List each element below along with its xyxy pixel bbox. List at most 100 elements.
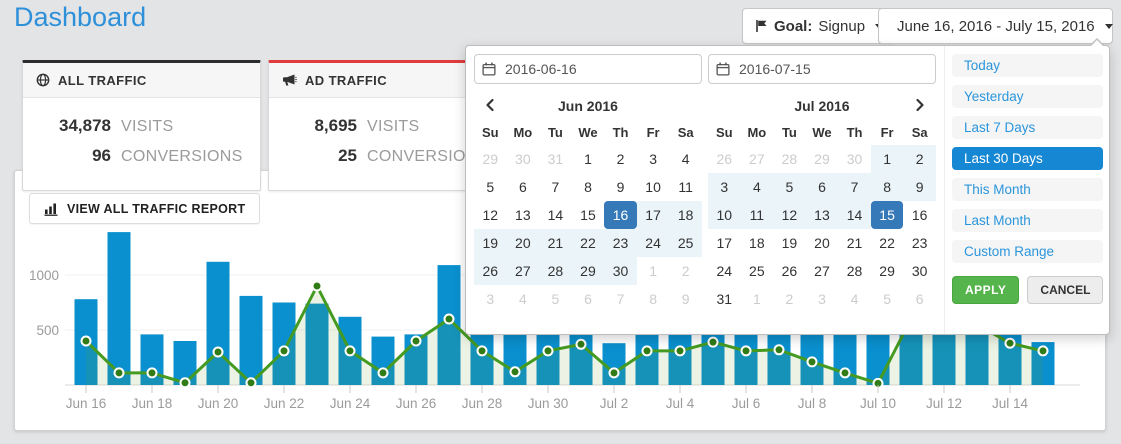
calendar-day[interactable]: 16 — [604, 201, 637, 229]
calendar-day[interactable]: 7 — [551, 179, 560, 195]
calendar-day[interactable]: 21 — [539, 229, 572, 257]
calendar-day[interactable]: 2 — [616, 151, 625, 167]
calendar-day[interactable]: 22 — [571, 229, 605, 257]
conversions-point[interactable] — [179, 377, 191, 389]
calendar-day[interactable]: 6 — [584, 291, 592, 307]
conversions-point[interactable] — [509, 366, 521, 378]
conversions-point[interactable] — [410, 335, 422, 347]
range-option-custom-range[interactable]: Custom Range — [952, 240, 1103, 263]
calendar-day[interactable]: 2 — [681, 263, 690, 279]
calendar-day[interactable]: 11 — [678, 179, 693, 195]
calendar-day[interactable]: 6 — [518, 179, 527, 195]
range-option-last-month[interactable]: Last Month — [952, 209, 1103, 232]
conversions-point[interactable] — [1037, 345, 1049, 357]
calendar-day[interactable]: 4 — [850, 291, 859, 307]
view-all-traffic-report-button[interactable]: VIEW ALL TRAFFIC REPORT — [29, 193, 261, 224]
calendar-day[interactable]: 23 — [911, 235, 928, 251]
conversions-point[interactable] — [839, 367, 851, 379]
range-option-last-7-days[interactable]: Last 7 Days — [952, 116, 1103, 139]
visits-bar[interactable] — [1031, 342, 1055, 385]
conversions-point[interactable] — [113, 367, 125, 379]
conversions-point[interactable] — [311, 280, 323, 292]
visits-bar[interactable] — [173, 341, 197, 385]
calendar-day[interactable]: 10 — [708, 201, 741, 229]
calendar-day[interactable]: 2 — [903, 145, 936, 173]
calendar-day[interactable]: 12 — [482, 207, 499, 223]
calendar-day[interactable]: 5 — [486, 179, 495, 195]
visits-bar[interactable] — [569, 319, 593, 385]
calendar-day[interactable]: 25 — [669, 229, 702, 257]
conversions-point[interactable] — [641, 345, 653, 357]
calendar-day[interactable]: 5 — [883, 291, 891, 307]
calendar-day[interactable]: 24 — [636, 229, 670, 257]
calendar-day[interactable]: 26 — [716, 151, 733, 167]
visits-bar[interactable] — [833, 319, 857, 385]
calendar-day[interactable]: 8 — [584, 179, 592, 195]
calendar-day[interactable]: 2 — [785, 291, 794, 307]
range-option-today[interactable]: Today — [952, 54, 1103, 77]
conversions-point[interactable] — [674, 345, 686, 357]
cancel-button[interactable]: CANCEL — [1027, 276, 1104, 304]
conversions-point[interactable] — [1004, 337, 1016, 349]
calendar-day[interactable]: 15 — [870, 201, 904, 229]
calendar-day[interactable]: 3 — [486, 291, 495, 307]
calendar-day[interactable]: 7 — [616, 291, 625, 307]
conversions-point[interactable] — [476, 345, 488, 357]
calendar-day[interactable]: 29 — [814, 151, 830, 167]
conversions-point[interactable] — [377, 367, 389, 379]
visits-bar[interactable] — [239, 295, 263, 385]
calendar-day[interactable]: 13 — [805, 201, 839, 229]
visits-bar[interactable] — [602, 343, 626, 385]
calendar-day[interactable]: 3 — [818, 291, 826, 307]
calendar-next-button[interactable] — [903, 92, 936, 120]
conversions-point[interactable] — [707, 336, 719, 348]
start-date-input[interactable] — [474, 54, 702, 84]
conversions-point[interactable] — [344, 345, 356, 357]
calendar-day[interactable]: 10 — [645, 179, 661, 195]
calendar-day[interactable]: 30 — [604, 257, 637, 285]
calendar-day[interactable]: 30 — [846, 151, 863, 167]
calendar-day[interactable]: 1 — [649, 263, 657, 279]
calendar-day[interactable]: 23 — [604, 229, 637, 257]
calendar-day[interactable]: 29 — [879, 263, 895, 279]
calendar-day[interactable]: 3 — [708, 173, 741, 201]
calendar-day[interactable]: 6 — [915, 291, 924, 307]
range-option-yesterday[interactable]: Yesterday — [952, 85, 1103, 108]
calendar-day[interactable]: 19 — [781, 235, 798, 251]
calendar-day[interactable]: 26 — [781, 263, 798, 279]
calendar-day[interactable]: 26 — [474, 257, 507, 285]
conversions-point[interactable] — [278, 345, 290, 357]
calendar-day[interactable]: 9 — [616, 179, 625, 195]
calendar-day[interactable]: 3 — [649, 151, 657, 167]
calendar-day[interactable]: 30 — [911, 263, 928, 279]
visits-bar[interactable] — [206, 261, 230, 385]
conversions-point[interactable] — [806, 356, 818, 368]
calendar-day[interactable]: 19 — [474, 229, 507, 257]
calendar-day[interactable]: 9 — [681, 291, 690, 307]
calendar-day[interactable]: 28 — [846, 263, 863, 279]
conversions-point[interactable] — [146, 367, 158, 379]
calendar-day[interactable]: 5 — [551, 291, 560, 307]
date-range-button[interactable]: June 16, 2016 - July 15, 2016 — [878, 8, 1113, 44]
end-date-input[interactable] — [708, 54, 936, 84]
calendar-day[interactable]: 8 — [870, 173, 904, 201]
calendar-day[interactable]: 5 — [773, 173, 806, 201]
conversions-point[interactable] — [740, 345, 752, 357]
conversions-point[interactable] — [443, 313, 455, 325]
visits-bar[interactable] — [305, 303, 329, 385]
visits-bar[interactable] — [371, 336, 395, 385]
conversions-point[interactable] — [575, 338, 587, 350]
calendar-day[interactable]: 14 — [547, 207, 564, 223]
calendar-day[interactable]: 22 — [879, 235, 895, 251]
conversions-point[interactable] — [542, 345, 554, 357]
calendar-day[interactable]: 6 — [805, 173, 839, 201]
calendar-day[interactable]: 17 — [716, 235, 733, 251]
calendar-day[interactable]: 31 — [716, 291, 733, 307]
calendar-day[interactable]: 18 — [669, 201, 702, 229]
calendar-day[interactable]: 15 — [580, 207, 596, 223]
calendar-day[interactable]: 27 — [814, 263, 830, 279]
calendar-day[interactable]: 8 — [649, 291, 657, 307]
calendar-day[interactable]: 11 — [740, 201, 774, 229]
calendar-day[interactable]: 29 — [482, 151, 499, 167]
calendar-day[interactable]: 1 — [584, 151, 592, 167]
